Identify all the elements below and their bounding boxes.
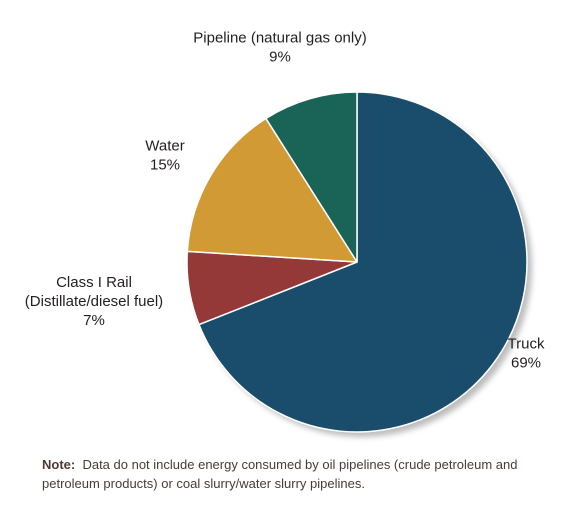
pie-slice [265, 91, 358, 263]
slice-name: Truck [508, 336, 545, 353]
slice-value: 15% [150, 157, 180, 174]
slice-name: Water [145, 138, 184, 155]
pie-slice [198, 91, 528, 433]
slice-value: 9% [269, 49, 291, 66]
slice-name: Class I Rail [56, 274, 132, 291]
slice-name: (Distillate/diesel fuel) [25, 293, 163, 310]
slice-label: Class I Rail (Distillate/diesel fuel) 7% [25, 274, 163, 329]
chart-note: Note: Data do not include energy consume… [42, 455, 552, 493]
pie-slice [186, 117, 358, 263]
pie-slices [186, 91, 528, 433]
pie-chart: Truck 69% Class I Rail (Distillate/diesel f… [25, 30, 545, 437]
slice-label: Water 15% [145, 138, 184, 174]
slice-name: Pipeline (natural gas only) [193, 30, 366, 47]
pie-labels: Truck 69% Class I Rail (Distillate/diesel f… [25, 30, 545, 372]
slice-label: Truck 69% [508, 336, 545, 372]
slice-value: 7% [83, 312, 105, 329]
slice-value: 69% [511, 355, 541, 372]
slice-label: Pipeline (natural gas only) 9% [193, 30, 366, 66]
note-prefix: Note: [42, 457, 76, 472]
note-text: Data do not include energy consumed by o… [42, 457, 518, 491]
